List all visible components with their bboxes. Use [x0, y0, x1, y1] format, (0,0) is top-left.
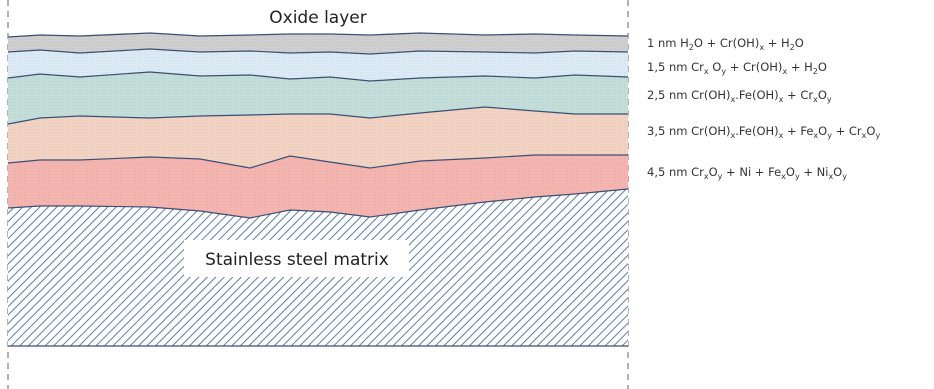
boundary-1-2	[7, 48, 629, 55]
oxide-bands	[8, 33, 628, 346]
boundary-top	[7, 32, 629, 38]
dot-texture	[8, 33, 628, 218]
layer-3-label: 2,5 nm Cr(OH)x​.Fe(OH)x​ + Crx​Oy​	[647, 88, 832, 104]
boundary-4-5	[7, 154, 628, 169]
layer-1-label: 1 nm H2​O + Cr(OH)x​ + H2​O	[647, 36, 804, 52]
boundary-3-4	[7, 106, 628, 125]
layer-boundaries	[7, 32, 629, 347]
layer-2-label: 1,5 nm Crx​ Oy​ + Cr(OH)x​ + H2​O	[647, 60, 827, 76]
matrix-label: Stainless steel matrix	[205, 250, 389, 270]
diagram-title: Oxide layer	[269, 8, 366, 28]
layer-legend: 1 nm H2​O + Cr(OH)x​ + H2​O 1,5 nm Crx​ …	[647, 36, 880, 181]
boundary-5-matrix	[7, 188, 629, 219]
layer-5-label: 4,5 nm Crx​Oy​ + Ni + Fex​Oy​ + Nix​Oy​	[647, 165, 847, 181]
matrix-label-box	[184, 240, 409, 277]
boundary-2-3	[7, 71, 629, 82]
layer-4-label: 3,5 nm Cr(OH)x​.Fe(OH)x​ + Fex​Oy​ + Crx…	[647, 124, 880, 140]
